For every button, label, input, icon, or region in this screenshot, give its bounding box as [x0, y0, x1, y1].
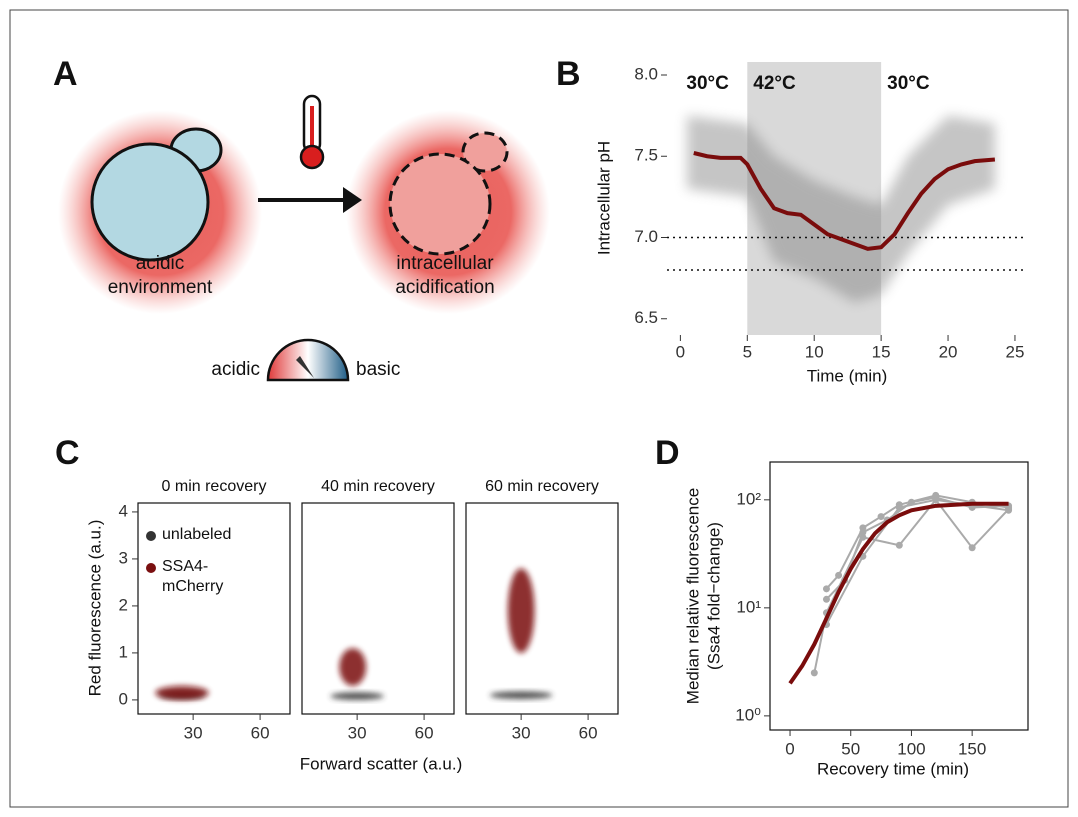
data-point	[835, 571, 843, 579]
diagram: acidic environment intracellular acidifi…	[58, 94, 550, 382]
y-tick-label: 7.5	[634, 146, 658, 165]
thermometer-bulb	[299, 144, 325, 170]
data-cloud	[507, 568, 535, 653]
series-line	[825, 494, 1009, 590]
facet-title: 40 min recovery	[321, 478, 435, 495]
y-tick-label: 7.0	[634, 227, 658, 246]
facet-frame	[301, 502, 455, 715]
y-tick-label: 2	[119, 595, 128, 614]
y-tick-label: 3	[119, 548, 128, 567]
x-tick-label: 15	[872, 342, 891, 361]
data-point	[1005, 506, 1013, 514]
label: acidic	[211, 359, 260, 380]
label: intracellular	[396, 253, 494, 274]
y-tick-label: 10¹	[736, 597, 761, 616]
label: acidification	[395, 277, 494, 298]
label: basic	[356, 359, 400, 380]
facet-frame	[465, 502, 619, 715]
legend-label: SSA4-mCherry	[162, 558, 224, 595]
panel-label: D	[655, 434, 680, 472]
y-tick-label: 10⁰	[735, 705, 761, 724]
y-axis-label: Red fluorescence (a.u.)	[85, 520, 104, 697]
arrow-head	[343, 187, 362, 213]
panel-label: A	[53, 55, 78, 93]
x-axis-label: Time (min)	[807, 366, 888, 385]
period-label: 30°C	[887, 73, 930, 94]
label: acidic	[136, 253, 185, 274]
x-tick-label: 50	[841, 739, 860, 758]
plot-frame	[769, 461, 1029, 731]
series-line	[825, 496, 1009, 600]
x-tick-label: 30	[512, 723, 531, 742]
legend-entry: unlabeled	[162, 526, 232, 543]
y-tick-label: 6.5	[634, 308, 658, 327]
y-axis-label: Median relative fluorescence	[683, 488, 702, 704]
facet-title: 60 min recovery	[485, 478, 599, 495]
ph-gauge	[266, 338, 350, 382]
cell-bud	[461, 131, 509, 173]
cell	[388, 152, 492, 256]
data-point	[877, 513, 885, 521]
data-point	[822, 585, 830, 593]
x-tick-label: 60	[415, 723, 434, 742]
y-axis-label: Intracellular pH	[594, 141, 613, 255]
y-axis-label: (Ssa4 fold−change)	[704, 522, 723, 670]
data-point	[859, 528, 867, 536]
x-tick-label: 0	[676, 342, 685, 361]
legend-swatch	[146, 563, 156, 573]
x-tick-label: 10	[805, 342, 824, 361]
facet-plot	[330, 648, 384, 700]
frame	[9, 9, 1069, 808]
x-tick-label: 20	[939, 342, 958, 361]
data-cloud	[155, 685, 209, 700]
x-axis-label: Forward scatter (a.u.)	[300, 754, 463, 773]
data-point	[968, 544, 976, 552]
series-line	[788, 501, 1009, 685]
data-point	[822, 595, 830, 603]
panel-label: B	[556, 55, 581, 93]
y-tick-label: 0	[119, 689, 128, 708]
data-point	[810, 669, 818, 677]
fit-line	[693, 151, 996, 251]
facet-plot	[489, 568, 553, 699]
facet-frame	[137, 502, 291, 715]
data-point	[932, 496, 940, 504]
label: environment	[108, 277, 213, 298]
facet-plot	[155, 685, 209, 700]
cell	[90, 142, 210, 262]
legend-label: unlabeled	[162, 526, 232, 543]
period-label: 30°C	[686, 73, 729, 94]
period-label: 42°C	[753, 73, 796, 94]
legend-swatch	[146, 531, 156, 541]
x-tick-label: 150	[958, 739, 986, 758]
data-cloud	[489, 691, 553, 699]
facet-title: 0 min recovery	[162, 478, 267, 495]
x-tick-label: 60	[251, 723, 270, 742]
data-cloud	[687, 115, 995, 303]
x-tick-label: 30	[184, 723, 203, 742]
data-cloud	[330, 692, 384, 700]
panel-label: C	[55, 434, 80, 472]
gauge-needle	[296, 356, 314, 378]
y-tick-label: 1	[119, 642, 128, 661]
y-tick-label: 4	[119, 501, 128, 520]
x-tick-label: 25	[1005, 342, 1024, 361]
x-tick-label: 100	[897, 739, 925, 758]
x-tick-label: 60	[579, 723, 598, 742]
x-axis-label: Recovery time (min)	[817, 759, 969, 778]
data-point	[895, 541, 903, 549]
y-tick-label: 10²	[736, 489, 761, 508]
y-tick-label: 8.0	[634, 64, 658, 83]
data-cloud	[339, 648, 367, 686]
x-tick-label: 5	[743, 342, 752, 361]
legend-entry: SSA4-mCherry	[162, 558, 224, 595]
x-tick-label: 0	[785, 739, 794, 758]
data-point	[895, 503, 903, 511]
x-tick-label: 30	[348, 723, 367, 742]
